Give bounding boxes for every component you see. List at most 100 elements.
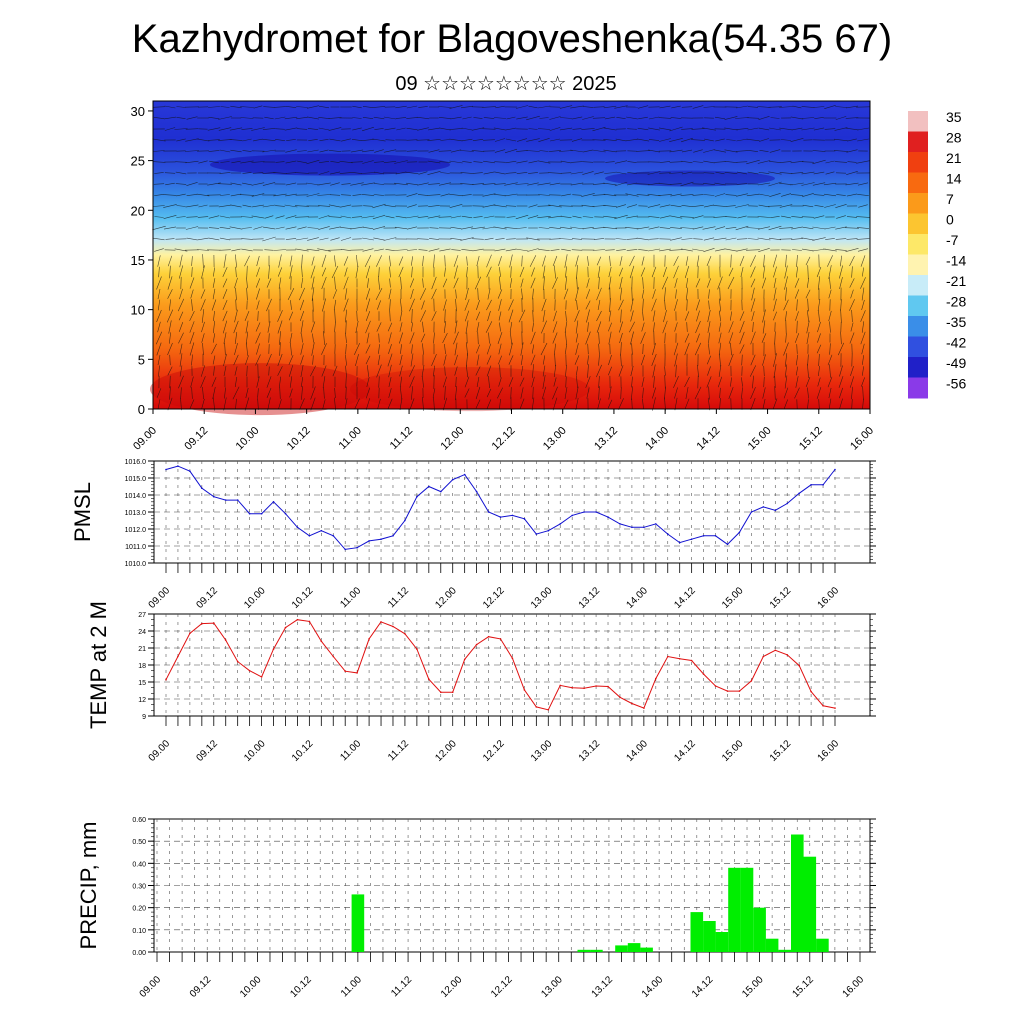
wind-barb: [692, 105, 704, 109]
wind-barb: [378, 267, 380, 277]
wind-barb: [277, 353, 283, 367]
wind-barb: [505, 205, 517, 207]
wind-barb: [317, 248, 331, 252]
wind-barb: [328, 216, 342, 218]
wind-barb: [372, 106, 386, 108]
wind-barb: [356, 254, 358, 268]
wind-barb: [212, 333, 216, 343]
wind-barb: [570, 226, 584, 230]
wind-barb: [176, 138, 186, 142]
wind-barb: [603, 193, 617, 197]
wind-barb: [816, 266, 822, 278]
wind-barb: [262, 236, 276, 242]
wind-barb: [156, 309, 162, 323]
x-tick-label: 11.12: [388, 425, 415, 452]
wind-barb: [184, 150, 200, 152]
wind-barb: [367, 278, 369, 288]
data-point: [177, 465, 179, 467]
wind-barb: [454, 320, 458, 334]
wind-barb: [494, 138, 506, 142]
data-point: [165, 678, 167, 681]
wind-barb: [175, 171, 187, 175]
wind-barb: [175, 161, 187, 163]
wind-barb: [794, 387, 800, 399]
wind-barb: [493, 204, 507, 208]
wind-barb: [169, 354, 171, 366]
data-point: [774, 509, 777, 512]
wind-barb: [572, 194, 582, 196]
wind-barb: [257, 311, 259, 321]
wind-barb: [275, 139, 285, 141]
wind-barb: [152, 161, 166, 163]
wind-barb: [297, 160, 307, 164]
wind-barb: [405, 171, 419, 175]
wind-barb: [663, 309, 667, 323]
wind-barb: [619, 287, 623, 301]
wind-barb: [288, 365, 294, 377]
wind-barb: [598, 375, 600, 389]
wind-barb: [398, 266, 404, 278]
wind-barb: [693, 149, 703, 153]
wind-barb: [671, 105, 681, 109]
wind-barb: [295, 237, 309, 241]
wind-barb: [537, 105, 551, 109]
wind-barb: [332, 289, 338, 299]
data-point: [822, 484, 824, 486]
wind-barb: [813, 194, 825, 196]
x-tick-label: 10.00: [234, 425, 262, 453]
wind-barb: [449, 204, 463, 208]
wind-barb: [211, 377, 217, 387]
wind-barb: [351, 216, 363, 218]
wind-barb: [750, 354, 756, 366]
wind-barb: [229, 139, 243, 141]
wind-barb: [253, 105, 263, 109]
wind-barb: [847, 161, 857, 163]
wind-barb: [268, 265, 270, 279]
wind-barb: [244, 397, 250, 411]
wind-barb: [230, 182, 242, 186]
wind-barb: [322, 399, 326, 409]
data-point: [177, 655, 179, 658]
wind-barb: [167, 342, 173, 356]
wind-barb: [747, 127, 759, 131]
wind-barb: [219, 215, 231, 219]
wind-barb: [850, 366, 854, 376]
data-point: [380, 621, 382, 623]
wind-barb: [288, 311, 294, 321]
wind-barb: [812, 182, 826, 186]
wind-barb: [464, 299, 470, 311]
wind-barb: [476, 255, 480, 267]
wind-barb: [476, 322, 480, 332]
data-point: [284, 512, 287, 515]
wind-barb: [495, 105, 505, 109]
wind-barb: [395, 117, 407, 119]
wind-barb: [410, 289, 414, 299]
wind-barb: [575, 255, 579, 267]
wind-barb: [389, 255, 391, 267]
colorbar-label: -14: [946, 253, 966, 269]
wind-barb: [587, 364, 589, 378]
wind-barb: [561, 248, 571, 252]
wind-barb: [449, 128, 463, 130]
wind-barb: [256, 288, 260, 300]
wind-barb: [312, 298, 314, 312]
wind-barb: [450, 215, 462, 219]
wind-barb: [307, 237, 319, 241]
wind-barb: [186, 237, 198, 241]
wind-barb: [383, 149, 397, 153]
wind-barb: [218, 116, 232, 120]
wind-barb: [165, 182, 175, 186]
wind-barb: [761, 277, 767, 289]
wind-barb: [663, 266, 667, 278]
wind-barb: [406, 193, 418, 197]
wind-barb: [658, 127, 672, 131]
wind-barb: [681, 171, 693, 175]
wind-barb: [494, 183, 506, 185]
wind-barb: [796, 266, 798, 278]
wind-barb: [526, 150, 540, 152]
wind-barb: [796, 320, 798, 334]
wind-barb: [570, 171, 584, 175]
wind-barb: [321, 254, 327, 268]
wind-barb: [246, 277, 248, 289]
wind-barb: [702, 127, 716, 131]
